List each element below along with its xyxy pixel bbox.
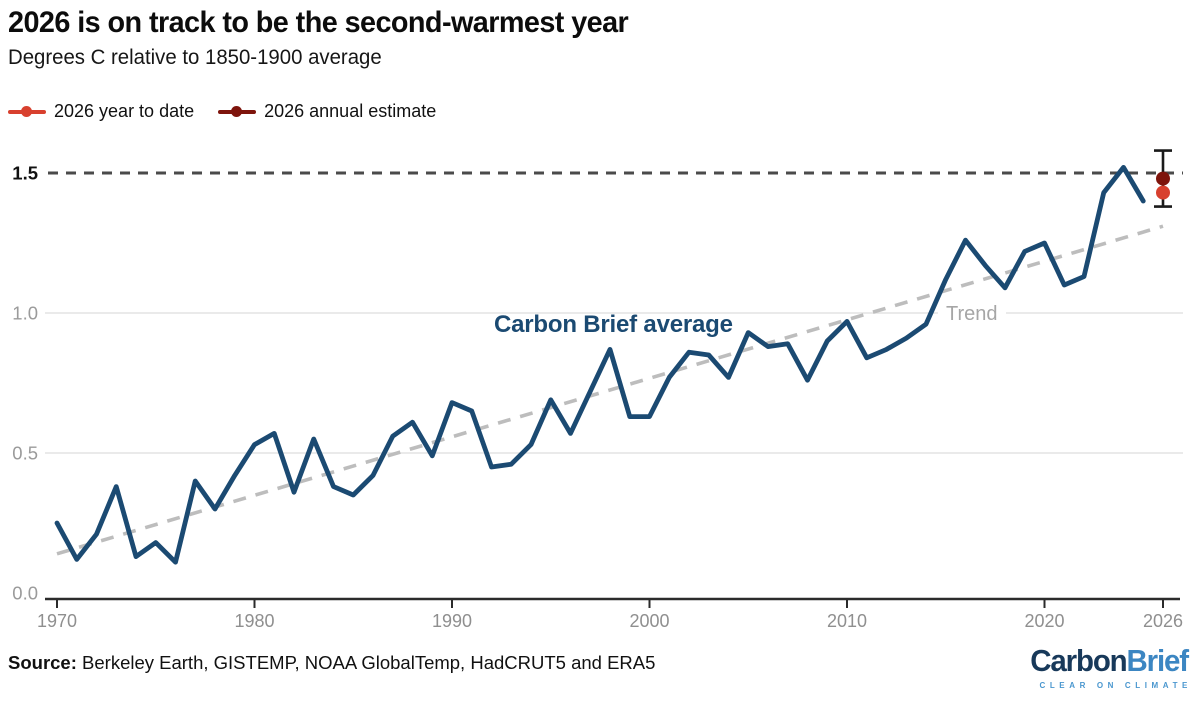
x-tick-label: 1990: [432, 611, 472, 631]
x-tick-label: 2020: [1024, 611, 1064, 631]
source-prefix: Source:: [8, 652, 77, 673]
y-tick-label: 1.5: [12, 163, 38, 184]
x-tick-label: 2010: [827, 611, 867, 631]
x-tick-label: 2000: [629, 611, 669, 631]
legend-item-annual-estimate: 2026 annual estimate: [218, 101, 436, 122]
trend-line: [56, 224, 1164, 556]
source-note: Source: Berkeley Earth, GISTEMP, NOAA Gl…: [8, 652, 655, 674]
x-tick-label: 2026: [1143, 611, 1183, 631]
logo-tagline: CLEAR ON CLIMATE: [1039, 681, 1192, 690]
trend-label: Trend: [938, 303, 1006, 326]
x-tick-label: 1970: [37, 611, 77, 631]
logo-wordmark: CarbonBrief: [1030, 643, 1190, 679]
logo-brief-text: Brief: [1126, 643, 1190, 678]
y-tick-label: 1.0: [12, 303, 38, 324]
y-tick-label: 0.0: [12, 583, 38, 604]
source-text: Berkeley Earth, GISTEMP, NOAA GlobalTemp…: [76, 652, 656, 673]
year-to-date-marker-icon: [8, 106, 46, 118]
y-tick-label: 0.5: [12, 443, 38, 464]
series-label: Carbon Brief average: [494, 311, 733, 338]
carbonbrief-logo: CarbonBrief CLEAR ON CLIMATE: [1022, 643, 1190, 690]
page-subtitle: Degrees C relative to 1850-1900 average: [8, 46, 382, 69]
carbon-brief-average-line: [54, 164, 1146, 565]
x-tick-label: 1980: [234, 611, 274, 631]
logo-carbon-text: Carbon: [1030, 643, 1127, 678]
page-title: 2026 is on track to be the second-warmes…: [8, 6, 629, 39]
year-to-date-dot: [1156, 185, 1170, 200]
legend: 2026 year to date 2026 annual estimate: [8, 101, 436, 122]
legend-item-year-to-date: 2026 year to date: [8, 101, 194, 122]
legend-label-annual-estimate: 2026 annual estimate: [264, 101, 437, 121]
legend-label-year-to-date: 2026 year to date: [54, 101, 195, 121]
annual-estimate-dot: [1156, 171, 1170, 186]
annual-estimate-marker-icon: [218, 106, 257, 118]
